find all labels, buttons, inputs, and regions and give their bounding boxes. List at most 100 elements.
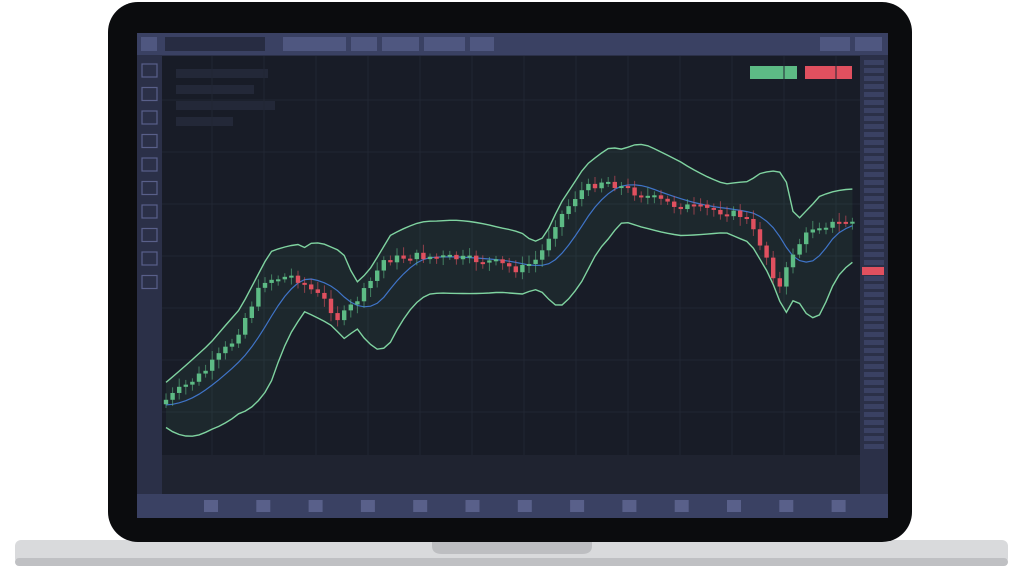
toolbar-button[interactable]: [820, 37, 850, 51]
toolbar-button[interactable]: [470, 37, 494, 51]
candle-body: [632, 187, 637, 196]
toolbar-button[interactable]: [855, 37, 882, 51]
scale-stripe: [864, 420, 884, 425]
candle-body: [830, 221, 835, 228]
candle-body: [744, 217, 749, 220]
candle-body: [229, 343, 235, 347]
candle-body: [573, 199, 578, 207]
candle-body: [335, 313, 340, 321]
candle-body: [460, 255, 466, 260]
candle-body: [645, 195, 650, 198]
scale-stripe: [864, 380, 884, 385]
candle-body: [269, 279, 274, 283]
scale-stripe: [864, 124, 884, 129]
bottom-button: [413, 500, 428, 512]
candle-body: [553, 227, 558, 239]
menu-button[interactable]: [141, 37, 157, 51]
bottom-button: [727, 500, 741, 512]
candle-body: [500, 259, 505, 264]
bottom-button: [570, 500, 585, 512]
toolbar-button[interactable]: [382, 37, 419, 51]
bottom-button: [517, 500, 532, 512]
candle-body: [691, 204, 697, 207]
band-fill: [166, 144, 853, 437]
bottom-button: [674, 500, 689, 512]
candle-body: [276, 279, 281, 282]
buy-button[interactable]: [750, 66, 797, 79]
scale-stripe: [864, 300, 884, 305]
scale-stripe: [864, 204, 884, 209]
candle-body: [434, 256, 439, 259]
scale-stripe: [864, 308, 884, 313]
candle-body: [771, 257, 776, 279]
candle-body: [394, 255, 400, 263]
candle-body: [309, 284, 314, 290]
scale-stripe: [864, 92, 884, 97]
candle-body: [599, 182, 604, 189]
candle-body: [223, 346, 228, 354]
candle-body: [474, 255, 479, 263]
scale-stripe: [864, 108, 884, 113]
candle-body: [441, 255, 446, 258]
scale-stripe: [864, 76, 884, 81]
candle-body: [348, 304, 353, 311]
candle-body: [262, 282, 268, 288]
candle-body: [427, 256, 433, 260]
candle-body: [375, 270, 380, 281]
candle-body: [579, 190, 584, 200]
candle-body: [361, 288, 367, 302]
candle-body: [566, 206, 571, 214]
candle-body: [804, 232, 809, 245]
candles: [163, 175, 855, 408]
scale-stripe: [864, 188, 884, 193]
scale-stripe: [864, 436, 884, 441]
candle-body: [328, 298, 334, 314]
candle-body: [196, 373, 202, 382]
bottom-button: [256, 500, 271, 512]
bottom-button: [622, 500, 637, 512]
tool-button: [141, 63, 158, 78]
scale-stripe: [864, 236, 884, 241]
scale-stripe: [864, 148, 884, 153]
candle-body: [487, 260, 492, 263]
candle-body: [282, 276, 287, 280]
tool-button: [141, 157, 158, 172]
candle-body: [526, 263, 532, 266]
candle-body: [342, 310, 347, 321]
upper-band: [165, 143, 853, 383]
scale-stripe: [864, 292, 884, 297]
candle-body: [711, 207, 716, 210]
toolbar-button[interactable]: [424, 37, 465, 51]
bottom-buttons: [204, 500, 846, 512]
search-box[interactable]: [165, 37, 265, 51]
sell-button[interactable]: [805, 66, 852, 79]
candle-body: [639, 195, 644, 198]
scale-stripe: [864, 372, 884, 377]
candle-body: [718, 209, 723, 215]
tool-button: [141, 133, 158, 149]
candle-body: [850, 221, 855, 224]
candle-body: [183, 384, 188, 387]
candle-body: [249, 306, 254, 318]
candle-body: [256, 287, 261, 307]
candle-body: [619, 186, 624, 189]
candle-body: [540, 250, 545, 260]
candle-body: [520, 264, 525, 273]
candle-body: [823, 227, 829, 230]
candle-body: [236, 334, 241, 344]
candle-body: [163, 399, 169, 405]
candle-body: [606, 181, 611, 184]
tool-button: [141, 204, 158, 219]
tool-button: [141, 180, 158, 196]
candle-body: [658, 195, 664, 199]
scale-stripe: [864, 132, 884, 137]
scale-stripe: [864, 140, 884, 145]
laptop-notch: [432, 540, 592, 554]
candle-body: [757, 229, 763, 246]
scale-stripe: [864, 156, 884, 161]
candle-body: [421, 252, 426, 260]
bottom-button: [308, 500, 323, 512]
toolbar-button[interactable]: [351, 37, 377, 51]
toolbar-button[interactable]: [283, 37, 346, 51]
